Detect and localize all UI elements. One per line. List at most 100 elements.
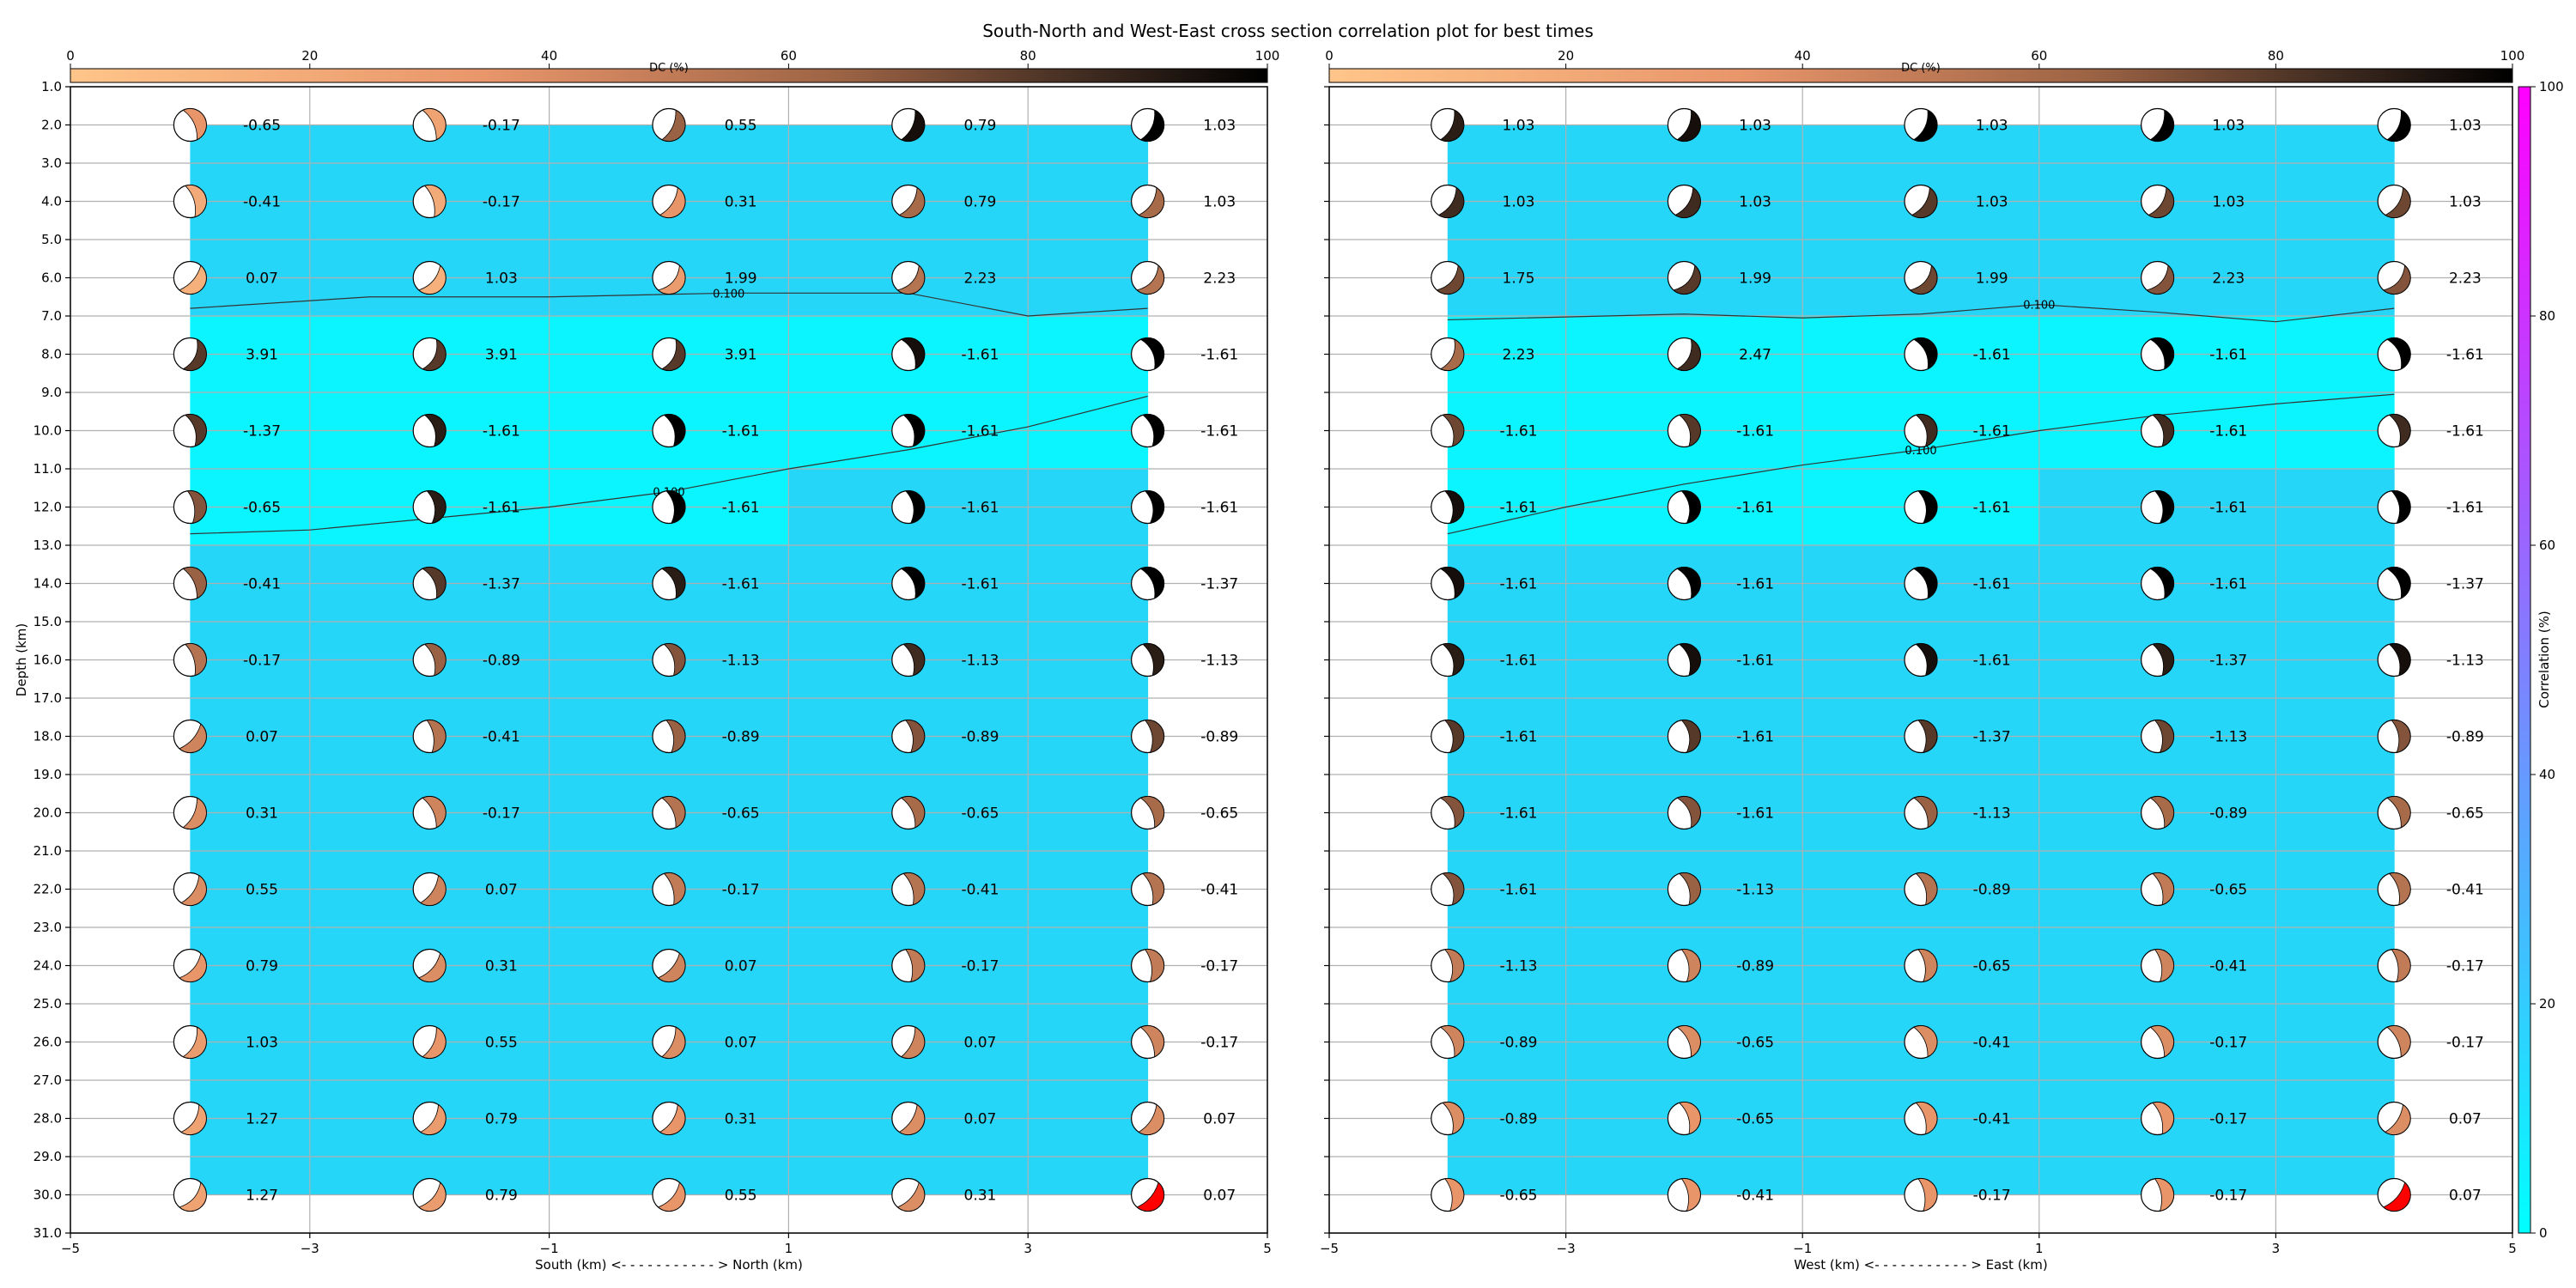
dc-tick-label: 80 — [2268, 48, 2284, 64]
variance-reduction-value: 0.79 — [485, 1188, 518, 1205]
variance-reduction-value: -0.41 — [2446, 882, 2484, 899]
focal-mechanism-beachball — [891, 1101, 926, 1136]
focal-mechanism-beachball — [1667, 1177, 1702, 1212]
variance-reduction-value: -1.61 — [1499, 805, 1537, 823]
correlation-cell — [1028, 125, 1149, 164]
variance-reduction-value: 0.55 — [485, 1035, 518, 1052]
variance-reduction-value: -0.17 — [2209, 1188, 2247, 1205]
variance-reduction-value: 0.07 — [2449, 1111, 2482, 1128]
variance-reduction-value: -1.61 — [961, 576, 999, 593]
focal-mechanism-beachball — [652, 719, 686, 754]
dc-colorbar-label: DC (%) — [649, 62, 689, 75]
focal-mechanism-beachball — [891, 489, 926, 525]
variance-reduction-value: -0.65 — [243, 500, 281, 517]
focal-mechanism-beachball — [1431, 795, 1465, 830]
variance-reduction-value: -1.61 — [2446, 423, 2484, 440]
focal-mechanism-beachball — [412, 795, 447, 830]
y-tick-label: 2.0 — [41, 118, 62, 133]
y-tick-label: 27.0 — [33, 1072, 62, 1088]
y-tick-label: 29.0 — [33, 1149, 62, 1164]
focal-mechanism-beachball — [891, 184, 926, 219]
variance-reduction-value: -1.37 — [2446, 576, 2484, 593]
variance-reduction-value: -0.17 — [961, 958, 999, 975]
focal-mechanism-beachball — [891, 413, 926, 448]
variance-reduction-value: -0.89 — [961, 729, 999, 746]
focal-mechanism-beachball — [891, 872, 926, 907]
variance-reduction-value: 1.03 — [1739, 118, 1771, 135]
variance-reduction-value: -1.61 — [2209, 576, 2247, 593]
focal-mechanism-beachball — [412, 948, 447, 983]
variance-reduction-value: 1.03 — [1203, 118, 1236, 135]
variance-reduction-value: 0.55 — [246, 882, 278, 899]
variance-reduction-value: 0.07 — [725, 1035, 757, 1052]
variance-reduction-value: -1.61 — [2209, 500, 2247, 517]
focal-mechanism-beachball — [2141, 413, 2175, 448]
focal-mechanism-beachball — [1904, 489, 1938, 525]
variance-reduction-value: -1.13 — [961, 653, 999, 670]
dc-tick-label: 0 — [66, 48, 75, 64]
focal-mechanism-beachball — [1667, 260, 1702, 295]
variance-reduction-value: -0.17 — [483, 194, 520, 211]
dc-colorbar-gradient — [70, 68, 1268, 83]
focal-mechanism-beachball — [652, 489, 686, 525]
focal-mechanism-beachball — [173, 566, 207, 601]
variance-reduction-value: -0.89 — [2209, 805, 2247, 823]
focal-mechanism-beachball — [1904, 948, 1938, 983]
variance-reduction-value: 2.23 — [2449, 270, 2482, 288]
focal-mechanism-beachball — [1667, 107, 1702, 143]
focal-mechanism-beachball — [891, 642, 926, 677]
variance-reduction-value: 0.07 — [964, 1111, 997, 1128]
y-tick-label: 23.0 — [33, 920, 62, 935]
focal-mechanism-beachball — [2377, 337, 2411, 372]
variance-reduction-value: -1.61 — [1736, 805, 1774, 823]
variance-reduction-value: 1.27 — [246, 1188, 278, 1205]
y-tick-label: 19.0 — [33, 767, 62, 782]
variance-reduction-value: 1.03 — [2449, 118, 2482, 135]
variance-reduction-value: 0.31 — [725, 1111, 757, 1128]
focal-mechanism-beachball — [2377, 1024, 2411, 1060]
focal-mechanism-beachball — [1431, 719, 1465, 754]
variance-reduction-value: -0.41 — [243, 194, 281, 211]
variance-reduction-value: 0.79 — [485, 1111, 518, 1128]
variance-reduction-value: -0.17 — [2209, 1035, 2247, 1052]
dc-colorbar-right: DC (%) 0 20 40 60 80 100 — [1325, 48, 2525, 83]
focal-mechanism-beachball — [2141, 260, 2175, 295]
variance-reduction-value: 0.79 — [964, 194, 997, 211]
y-tick-label: 17.0 — [33, 690, 62, 706]
variance-reduction-value: -0.65 — [1499, 1188, 1537, 1205]
variance-reduction-value: 3.91 — [725, 347, 757, 364]
focal-mechanism-beachball — [1904, 795, 1938, 830]
focal-mechanism-beachball — [891, 566, 926, 601]
variance-reduction-value: -1.61 — [2209, 423, 2247, 440]
focal-mechanism-beachball — [652, 337, 686, 372]
x-tick-label: 1 — [2035, 1241, 2044, 1256]
focal-mechanism-beachball — [1904, 413, 1938, 448]
x-tick-label: −1 — [540, 1241, 559, 1256]
focal-mechanism-beachball — [2141, 719, 2175, 754]
focal-mechanism-beachball — [891, 337, 926, 372]
dc-tick-label: 60 — [2031, 48, 2047, 64]
variance-reduction-value: -0.65 — [1736, 1035, 1774, 1052]
focal-mechanism-beachball — [891, 719, 926, 754]
focal-mechanism-beachball — [1130, 719, 1165, 754]
variance-reduction-value: -1.61 — [1499, 653, 1537, 670]
focal-mechanism-beachball — [652, 642, 686, 677]
focal-mechanism-beachball — [173, 1024, 207, 1060]
focal-mechanism-beachball — [2141, 642, 2175, 677]
focal-mechanism-beachball — [1904, 260, 1938, 295]
variance-reduction-value: -0.89 — [483, 653, 520, 670]
focal-mechanism-beachball — [2377, 260, 2411, 295]
variance-reduction-value: -1.13 — [1736, 882, 1774, 899]
dc-tick-label: 100 — [2500, 48, 2525, 64]
focal-mechanism-beachball — [2377, 642, 2411, 677]
focal-mechanism-beachball — [652, 566, 686, 601]
variance-reduction-value: 0.07 — [1203, 1111, 1236, 1128]
variance-reduction-value: 0.31 — [485, 958, 518, 975]
variance-reduction-value: -0.89 — [2446, 729, 2484, 746]
variance-reduction-value: 1.03 — [2449, 194, 2482, 211]
focal-mechanism-beachball — [412, 489, 447, 525]
contour-label: 0.100 — [1905, 445, 1936, 458]
focal-mechanism-beachball — [412, 337, 447, 372]
focal-mechanism-beachball — [1130, 337, 1165, 372]
variance-reduction-value: -1.61 — [1200, 347, 1238, 364]
